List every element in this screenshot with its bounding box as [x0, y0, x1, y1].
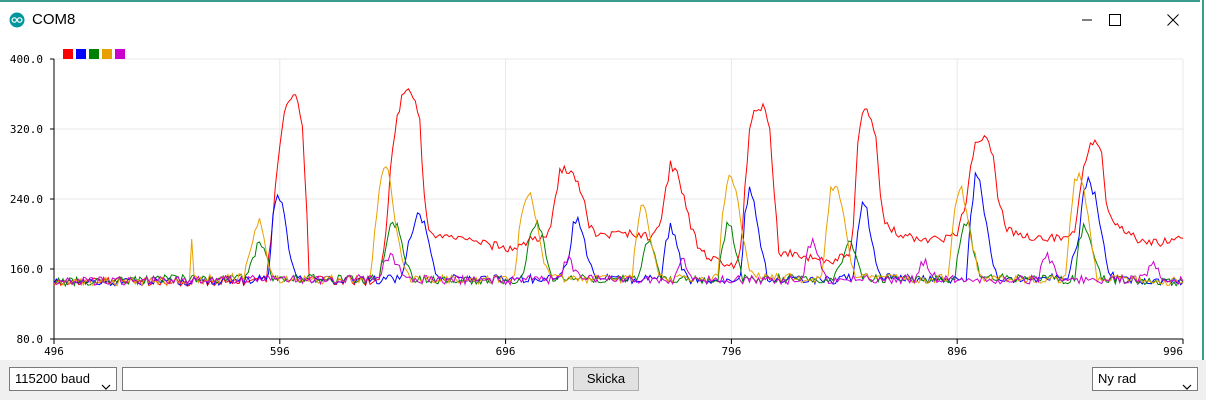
minimize-icon — [1081, 14, 1093, 26]
x-tick-label: 996 — [1163, 345, 1183, 358]
series-line — [53, 236, 1184, 287]
window-border-accent — [1202, 0, 1204, 400]
legend-swatch — [115, 49, 125, 59]
x-tick-label: 496 — [44, 345, 64, 358]
window-title: COM8 — [32, 11, 76, 28]
close-icon — [1167, 14, 1179, 26]
legend-swatch — [76, 49, 86, 59]
legend-swatch — [89, 49, 99, 59]
maximize-icon — [1109, 14, 1121, 26]
x-tick-label: 596 — [270, 345, 290, 358]
title-bar: COM8 — [0, 0, 1206, 40]
y-tick-label: 160.0 — [10, 263, 43, 276]
serial-plot-chart: 496 596 696 796 896 996 80.0 160.0 240.0 320.0 400… — [10, 49, 1184, 358]
baud-rate-label: 115200 baud — [15, 371, 90, 386]
y-tick-label: 240.0 — [10, 193, 43, 206]
baud-rate-select[interactable]: 115200 baud — [9, 367, 117, 391]
send-button[interactable]: Skicka — [573, 367, 639, 391]
y-tick-label: 80.0 — [17, 333, 44, 346]
x-tick-label: 796 — [721, 345, 741, 358]
window-border-right — [1200, 0, 1206, 400]
bottom-toolbar: 115200 baud Skicka Ny rad — [0, 360, 1206, 400]
line-ending-label: Ny rad — [1098, 371, 1137, 386]
legend-swatch — [63, 49, 73, 59]
send-input[interactable] — [122, 367, 568, 391]
chevron-down-icon — [101, 376, 111, 390]
y-tick-label: 400.0 — [10, 53, 43, 66]
serial-plotter: 496 596 696 796 896 996 80.0 160.0 240.0 320.0 400… — [0, 40, 1200, 360]
window-border-top — [0, 0, 1206, 2]
close-button[interactable] — [1144, 0, 1202, 40]
series-line — [54, 165, 1184, 287]
minimize-button[interactable] — [1058, 0, 1116, 40]
chevron-down-icon — [1182, 376, 1192, 390]
line-ending-select[interactable]: Ny rad — [1092, 367, 1198, 391]
x-tick-label: 696 — [496, 345, 516, 358]
series-line — [53, 88, 1184, 287]
arduino-icon — [9, 12, 25, 28]
y-tick-label: 320.0 — [10, 123, 43, 136]
legend-swatch — [102, 49, 112, 59]
x-tick-label: 896 — [947, 345, 967, 358]
maximize-button[interactable] — [1086, 0, 1144, 40]
